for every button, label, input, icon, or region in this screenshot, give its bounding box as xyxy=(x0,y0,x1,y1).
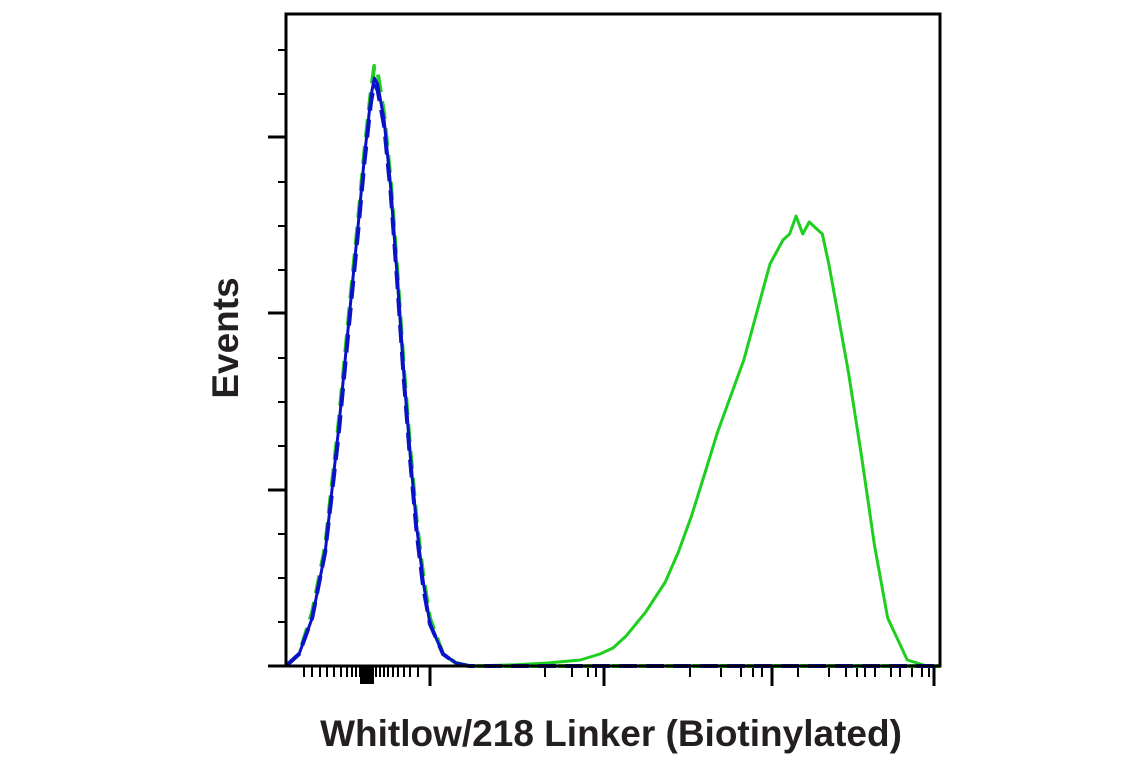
series-line-2 xyxy=(284,64,940,668)
x-axis-ticks xyxy=(303,666,936,686)
series-line-3 xyxy=(284,76,940,668)
series-line-4 xyxy=(284,82,940,668)
series-layer xyxy=(284,64,940,668)
plot-frame xyxy=(284,12,942,668)
y-axis-ticks xyxy=(268,49,286,668)
x-dense-ticks xyxy=(360,666,374,684)
y-axis-label: Events xyxy=(205,277,246,398)
series-line-1 xyxy=(299,214,928,668)
x-axis-label: Whitlow/218 Linker (Biotinylated) xyxy=(320,713,902,754)
